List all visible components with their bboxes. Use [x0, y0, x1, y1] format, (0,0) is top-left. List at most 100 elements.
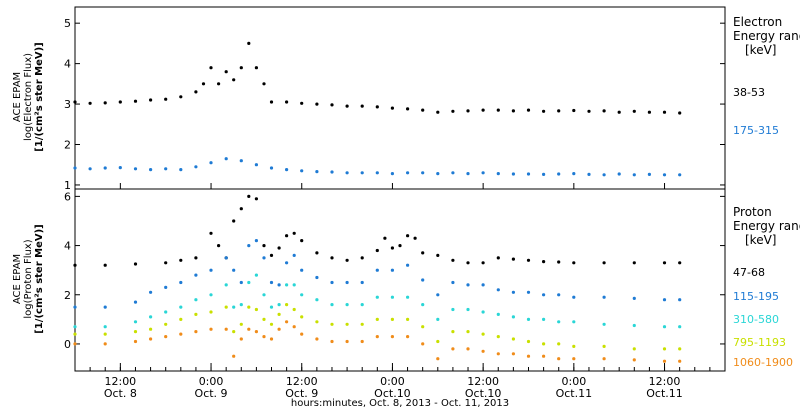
- point-proton-2-25: [406, 295, 410, 299]
- ytick-label-electron-0: 1: [64, 179, 71, 192]
- legend-entry-proton-3: 795-1193: [733, 336, 786, 349]
- point-proton-4-38: [632, 358, 636, 362]
- point-electron-1-19: [360, 171, 364, 175]
- point-electron-0-36: [542, 109, 546, 113]
- point-proton-3-30: [481, 332, 485, 336]
- point-proton-3-27: [436, 339, 440, 344]
- electron-legend-title-3: [keV]: [745, 43, 776, 57]
- point-proton-4-13: [262, 335, 266, 339]
- point-proton-2-1: [103, 325, 107, 329]
- point-proton-2-12: [254, 273, 258, 277]
- point-proton-0-20: [330, 256, 334, 260]
- point-proton-3-36: [572, 344, 576, 348]
- point-proton-4-3: [149, 337, 153, 341]
- point-proton-3-14: [269, 322, 274, 326]
- point-electron-1-39: [662, 173, 667, 177]
- point-electron-0-28: [421, 108, 425, 112]
- point-proton-4-32: [511, 352, 515, 356]
- point-electron-1-30: [526, 172, 531, 176]
- point-electron-0-13: [232, 78, 236, 82]
- point-proton-4-35: [557, 357, 561, 361]
- point-proton-0-16: [285, 234, 289, 238]
- point-proton-3-9: [232, 330, 236, 334]
- point-proton-4-28: [451, 347, 455, 351]
- point-proton-3-7: [209, 310, 213, 314]
- point-proton-0-18: [300, 239, 304, 243]
- series-electron-38-53: [73, 41, 682, 115]
- point-proton-1-1: [103, 305, 107, 309]
- point-electron-1-38: [647, 172, 652, 176]
- point-electron-1-11: [239, 159, 243, 163]
- point-proton-4-29: [466, 347, 470, 351]
- point-proton-0-1: [103, 263, 107, 267]
- point-proton-4-33: [526, 354, 531, 358]
- point-proton-3-20: [330, 322, 334, 326]
- point-proton-1-0: [73, 305, 77, 309]
- point-proton-1-28: [451, 280, 455, 285]
- point-proton-3-18: [300, 315, 304, 319]
- point-proton-3-17: [292, 307, 296, 312]
- point-electron-1-12: [254, 163, 258, 167]
- point-electron-1-28: [496, 172, 500, 176]
- point-proton-3-21: [345, 322, 349, 326]
- point-electron-0-15: [247, 41, 251, 46]
- point-proton-2-26: [421, 303, 425, 307]
- point-proton-2-16: [285, 283, 289, 287]
- point-proton-2-31: [496, 312, 500, 316]
- series-proton-1060-1900: [73, 320, 682, 363]
- point-electron-0-7: [179, 95, 183, 99]
- point-electron-0-30: [451, 109, 455, 113]
- point-proton-3-19: [315, 320, 319, 324]
- series-electron-175-315: [73, 157, 682, 177]
- point-proton-3-15: [277, 312, 281, 316]
- point-proton-2-37: [602, 322, 606, 326]
- point-proton-0-17: [292, 231, 296, 235]
- point-proton-3-33: [526, 339, 531, 344]
- legend-entry-proton-2: 310-580: [733, 313, 779, 326]
- point-electron-0-27: [406, 107, 410, 111]
- x-axis-title: hours:minutes, Oct. 8, 2013 - Oct. 11, 2…: [291, 398, 509, 409]
- point-proton-0-23: [375, 248, 379, 253]
- chart-marks: 1 2 3 4 5 38-53 175-315 0 2 4 6 47-68 115-195 310-580…: [64, 17, 793, 400]
- point-proton-1-26: [421, 278, 425, 282]
- point-proton-1-2: [133, 300, 138, 304]
- point-proton-2-40: [678, 325, 682, 329]
- point-electron-0-33: [496, 108, 500, 112]
- ytick-label-electron-4: 5: [64, 17, 71, 30]
- point-proton-3-4: [164, 322, 168, 326]
- point-electron-0-42: [632, 109, 636, 113]
- series-proton-47-68: [73, 194, 682, 267]
- point-electron-0-37: [557, 109, 561, 113]
- point-proton-3-16: [285, 303, 289, 307]
- point-proton-2-10: [239, 303, 243, 307]
- point-proton-0-41: [632, 261, 636, 265]
- xtick-time-5: 0:00: [561, 375, 586, 388]
- point-electron-1-32: [557, 172, 561, 176]
- point-proton-2-9: [232, 305, 236, 309]
- point-proton-0-12: [254, 197, 258, 201]
- proton-legend-title-1: Proton: [733, 205, 772, 219]
- point-electron-0-21: [315, 102, 319, 106]
- point-electron-0-9: [201, 82, 206, 86]
- point-proton-4-40: [678, 359, 682, 363]
- point-proton-1-33: [526, 290, 531, 294]
- point-proton-4-39: [662, 359, 667, 363]
- point-proton-1-19: [315, 275, 319, 280]
- point-proton-2-7: [209, 293, 213, 297]
- point-proton-0-35: [511, 257, 515, 261]
- legend-entry-electron-0: 38-53: [733, 86, 765, 99]
- point-proton-0-39: [572, 261, 576, 265]
- point-proton-4-17: [292, 325, 296, 329]
- point-proton-0-24: [383, 236, 387, 240]
- ytick-label-proton-0: 0: [64, 338, 71, 351]
- point-proton-3-22: [360, 322, 364, 326]
- point-proton-2-8: [224, 283, 228, 287]
- point-proton-4-6: [194, 330, 198, 334]
- point-proton-2-15: [277, 303, 281, 307]
- point-electron-0-45: [678, 111, 682, 115]
- point-electron-1-40: [678, 173, 682, 177]
- point-proton-4-25: [406, 335, 410, 339]
- point-proton-4-12: [254, 330, 258, 334]
- ytick-label-proton-1: 2: [64, 289, 71, 302]
